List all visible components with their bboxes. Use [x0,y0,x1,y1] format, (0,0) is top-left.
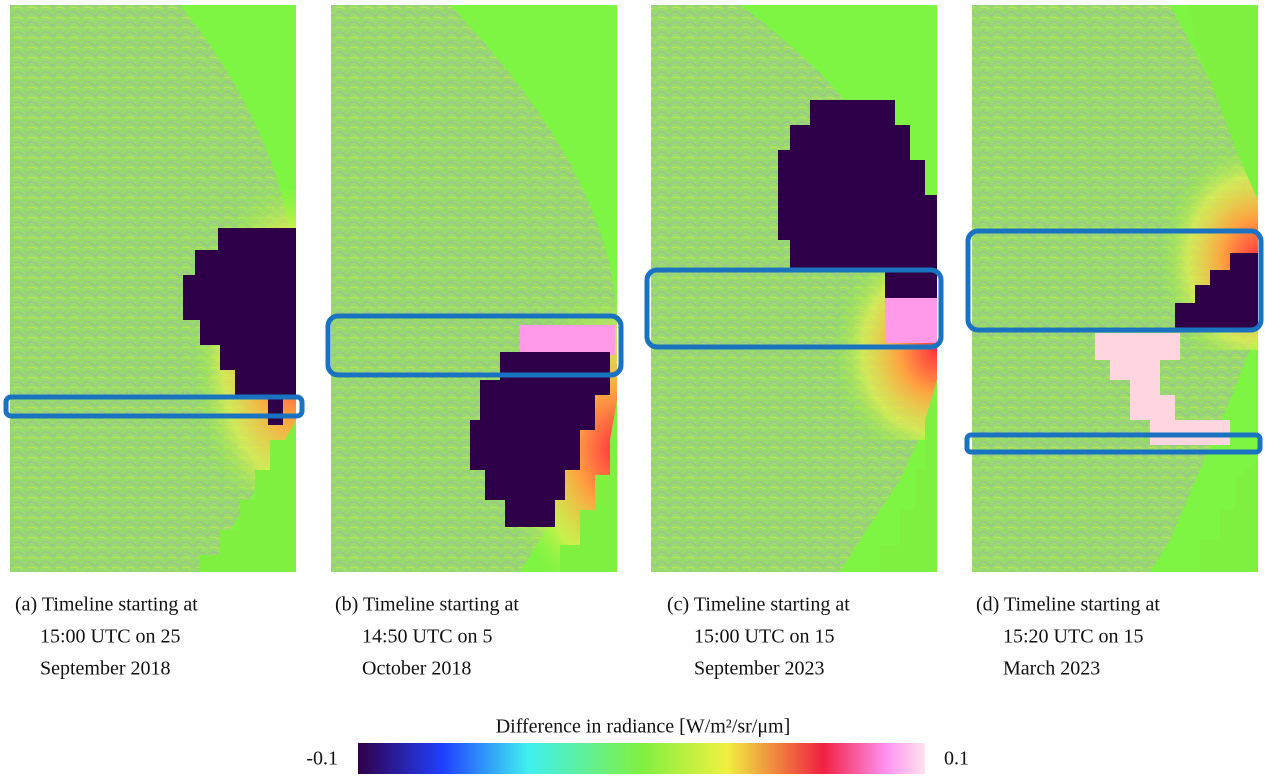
panel-c [647,5,941,572]
panel-d [967,5,1261,572]
colorbar: Difference in radiance [W/m²/sr/μm] -0.1… [306,716,969,774]
caption-line: March 2023 [1003,658,1100,680]
caption-line: 15:00 UTC on 15 [694,626,835,648]
caption-line: (a) Timeline starting at [15,594,198,616]
panel-b [328,5,621,572]
caption-line: 15:20 UTC on 15 [1003,626,1144,648]
caption-line: (c) Timeline starting at [667,594,850,616]
panel-a [6,5,302,572]
colorbar-scale [358,743,925,774]
colorbar-max: 0.1 [944,748,969,770]
colorbar-label: Difference in radiance [W/m²/sr/μm] [496,716,791,738]
caption-line: September 2018 [40,658,171,680]
caption-line: October 2018 [362,658,471,680]
colorbar-min: -0.1 [306,748,338,770]
caption-line: 14:50 UTC on 5 [362,626,493,648]
figure: (a) Timeline starting at 15:00 UTC on 25… [0,0,1265,777]
caption-line: (b) Timeline starting at [335,594,519,616]
caption-line: September 2023 [694,658,825,680]
caption-line: 15:00 UTC on 25 [40,626,181,648]
caption-line: (d) Timeline starting at [976,594,1160,616]
captions: (a) Timeline starting at 15:00 UTC on 25… [15,594,1160,680]
